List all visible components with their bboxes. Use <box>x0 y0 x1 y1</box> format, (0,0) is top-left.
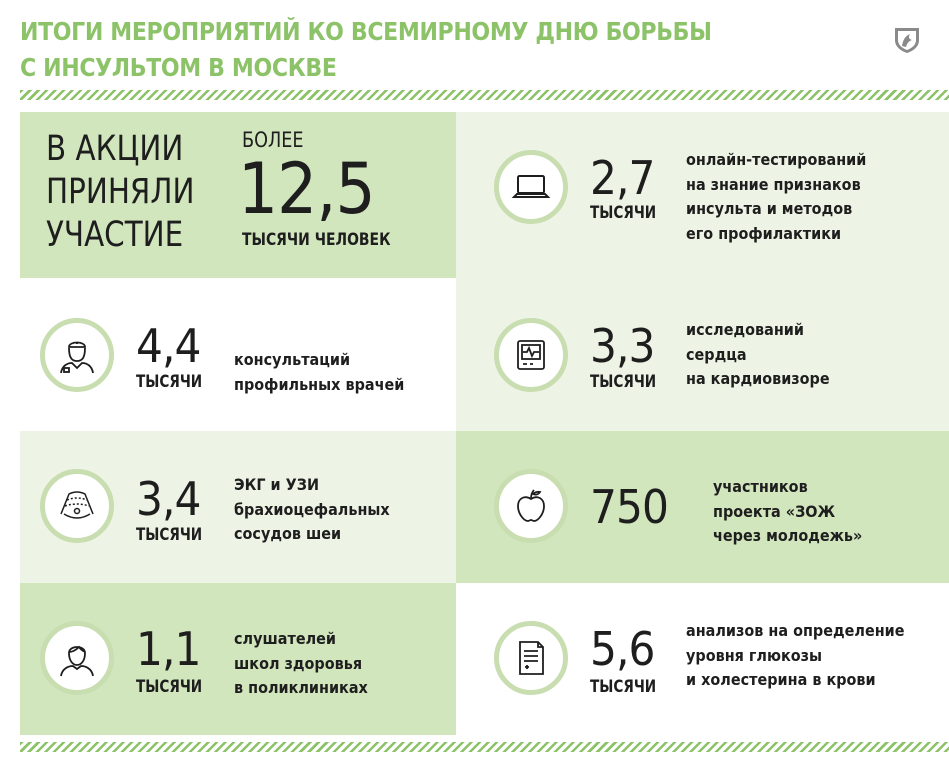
stat-value: 750 <box>590 480 669 534</box>
desc-line: сердца <box>686 344 747 364</box>
stat-description: консультаций профильных врачей <box>234 348 404 397</box>
desc-line: участников <box>713 477 808 496</box>
hero-label-line: В АКЦИИ <box>46 129 184 169</box>
desc-line: консультаций <box>234 350 351 369</box>
stat-description: слушателей школ здоровья в поликлиниках <box>234 627 368 701</box>
desc-line: школ здоровья <box>234 653 363 673</box>
stat-description: онлайн-тестирований на знание признаков … <box>686 148 866 246</box>
stat-unit: ТЫСЯЧИ <box>136 525 203 545</box>
stat-value: 5,6 <box>590 622 655 676</box>
desc-line: исследований <box>686 320 804 339</box>
stat-value: 4,4 <box>136 319 201 373</box>
stat-card-health-school: 1,1 ТЫСЯЧИ слушателей школ здоровья в по… <box>20 583 456 735</box>
stat-value: 2,7 <box>590 151 655 205</box>
doctor-icon <box>40 318 114 392</box>
hero-card: В АКЦИИ ПРИНЯЛИ УЧАСТИЕ БОЛЕЕ 12,5 ТЫСЯЧ… <box>20 112 456 278</box>
stat-value: 3,3 <box>590 319 655 373</box>
stat-value: 3,4 <box>136 472 201 526</box>
stat-unit: ТЫСЯЧИ <box>136 372 203 392</box>
desc-line: профильных врачей <box>234 374 405 394</box>
hero-prefix: БОЛЕЕ <box>242 128 304 152</box>
stat-value: 1,1 <box>136 622 201 676</box>
desc-line: проекта «ЗОЖ <box>713 501 836 521</box>
footer-divider <box>20 742 949 752</box>
stat-unit: ТЫСЯЧИ <box>590 372 657 392</box>
page-title: ИТОГИ МЕРОПРИЯТИЙ КО ВСЕМИРНОМУ ДНЮ БОРЬ… <box>20 14 712 86</box>
desc-line: на знание признаков <box>686 174 861 194</box>
desc-line: сосудов шеи <box>234 524 342 543</box>
stat-card-heart-studies: 3,3 ТЫСЯЧИ исследований сердца на кардио… <box>456 278 949 431</box>
stat-unit: ТЫСЯЧИ <box>590 677 657 697</box>
header-divider <box>20 90 949 100</box>
hero-label-line: ПРИНЯЛИ <box>46 172 195 212</box>
desc-line: анализов на определение <box>686 621 905 640</box>
stat-description: участников проекта «ЗОЖ через молодежь» <box>713 475 862 549</box>
hero-label-line: УЧАСТИЕ <box>46 215 184 255</box>
lab-report-icon <box>494 621 568 695</box>
stat-card-ecg-ultrasound: 3,4 ТЫСЯЧИ ЭКГ и УЗИ брахиоцефальных сос… <box>20 431 456 583</box>
stat-card-glucose-tests: 5,6 ТЫСЯЧИ анализов на определение уровн… <box>456 583 949 735</box>
hero-label: В АКЦИИ ПРИНЯЛИ УЧАСТИЕ <box>46 128 194 257</box>
apple-icon <box>494 469 568 543</box>
hero-unit: ТЫСЯЧИ ЧЕЛОВЕК <box>242 230 391 250</box>
stat-unit: ТЫСЯЧИ <box>590 203 657 223</box>
stat-card-doctor-consults: 4,4 ТЫСЯЧИ консультаций профильных враче… <box>20 278 456 431</box>
desc-line: на кардиовизоре <box>686 369 830 388</box>
desc-line: слушателей <box>234 629 336 648</box>
moscow-emblem-icon <box>893 26 921 54</box>
desc-line: инсульта и методов <box>686 199 853 218</box>
cardiovisor-icon <box>494 318 568 392</box>
hero-value: 12,5 <box>238 148 376 230</box>
desc-line: и холестерина в крови <box>686 670 876 689</box>
desc-line: ЭКГ и УЗИ <box>234 475 320 494</box>
desc-line: его профилактики <box>686 223 842 243</box>
ultrasound-icon <box>40 469 114 543</box>
title-line-2: С ИНСУЛЬТОМ В МОСКВЕ <box>20 53 337 82</box>
desc-line: онлайн-тестирований <box>686 150 867 169</box>
desc-line: в поликлиниках <box>234 678 368 697</box>
stat-card-online-tests: 2,7 ТЫСЯЧИ онлайн-тестирований на знание… <box>456 112 949 278</box>
desc-line: через молодежь» <box>713 526 863 545</box>
desc-line: уровня глюкозы <box>686 645 823 665</box>
stat-unit: ТЫСЯЧИ <box>136 677 203 697</box>
stat-description: исследований сердца на кардиовизоре <box>686 318 830 392</box>
stat-description: ЭКГ и УЗИ брахиоцефальных сосудов шеи <box>234 473 390 547</box>
laptop-icon <box>494 150 568 224</box>
person-icon <box>40 621 114 695</box>
stat-card-zozh-participants: 750 участников проекта «ЗОЖ через молоде… <box>456 431 949 583</box>
desc-line: брахиоцефальных <box>234 499 390 519</box>
stat-description: анализов на определение уровня глюкозы и… <box>686 619 905 693</box>
title-line-1: ИТОГИ МЕРОПРИЯТИЙ КО ВСЕМИРНОМУ ДНЮ БОРЬ… <box>20 17 712 46</box>
